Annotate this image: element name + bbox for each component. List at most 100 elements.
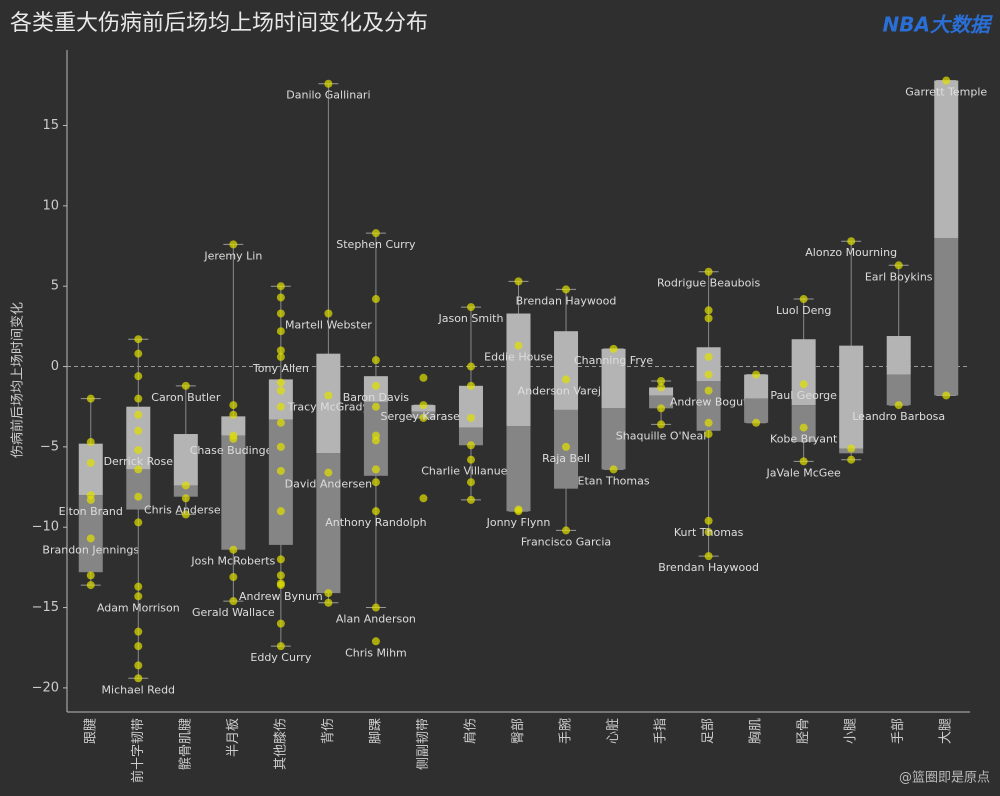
point [324, 468, 333, 477]
point [371, 229, 380, 238]
y-tick-label: 5 [51, 279, 59, 294]
point [134, 518, 143, 527]
box-lower [506, 425, 531, 512]
point [134, 661, 143, 670]
player-label: Chase Budinger [190, 444, 278, 457]
player-label: Elton Brand [59, 505, 123, 518]
x-tick-label: 手部 [891, 718, 906, 744]
player-label: Earl Boykins [865, 270, 933, 283]
point [276, 442, 285, 451]
player-label: Baron Davis [343, 391, 410, 404]
point [229, 401, 238, 410]
point [704, 314, 713, 323]
x-tick-label: 手指 [654, 718, 669, 744]
point [229, 597, 238, 606]
point [514, 507, 523, 516]
player-label: Kobe Bryant [770, 433, 838, 446]
point [229, 573, 238, 582]
player-label: Rodrigue Beaubois [657, 277, 760, 290]
player-label: Martell Webster [285, 319, 372, 332]
x-tick-label: 胸肌 [749, 718, 764, 744]
player-label: Etan Thomas [578, 474, 650, 487]
point [276, 581, 285, 590]
box-upper [221, 416, 246, 436]
x-tick-label: 半月板 [226, 718, 241, 757]
box-lower [316, 453, 341, 594]
point [181, 381, 190, 390]
point [847, 444, 856, 453]
point [704, 306, 713, 315]
box-upper [934, 80, 959, 238]
point [276, 352, 285, 361]
x-tick-label: 足部 [701, 718, 716, 744]
player-label: Brendan Haywood [516, 294, 617, 307]
box-lower [126, 469, 151, 510]
point [276, 378, 285, 387]
box-lower [886, 374, 911, 406]
point [371, 507, 380, 516]
player-label: Jeremy Lin [203, 249, 262, 262]
point [371, 381, 380, 390]
point [86, 571, 95, 580]
player-label: Charlie Villanueva [421, 465, 520, 478]
box-upper [601, 348, 626, 409]
player-label: David Andersen [285, 478, 373, 491]
point [657, 404, 666, 413]
player-label: Derrick Rose [104, 455, 174, 468]
box-upper [744, 374, 769, 399]
player-label: Adam Morrison [97, 601, 180, 614]
point [752, 370, 761, 379]
player-label: Tracy McGrady [287, 400, 370, 413]
point [134, 394, 143, 403]
box-upper [506, 313, 531, 426]
box-lower [221, 435, 246, 550]
y-axis-label: 伤病前后场均上场时间变化 [10, 302, 26, 458]
point [371, 478, 380, 487]
player-label: Eddy Curry [250, 651, 311, 664]
point [799, 457, 808, 466]
point [134, 349, 143, 358]
point [562, 285, 571, 294]
x-tick-label: 心脏 [606, 718, 621, 744]
x-tick-label: 髌骨肌腱 [177, 718, 193, 770]
player-label: Luol Deng [776, 304, 831, 317]
point [134, 426, 143, 435]
point [704, 352, 713, 361]
point [466, 413, 475, 422]
point [134, 446, 143, 455]
box-lower [458, 427, 483, 446]
point [704, 430, 713, 439]
y-tick-label: −10 [32, 520, 59, 535]
box-upper [316, 353, 341, 454]
point [276, 555, 285, 564]
x-tick-label: 跟腱 [83, 718, 98, 744]
player-label: Garrett Temple [905, 86, 987, 99]
y-tick-label: 15 [42, 118, 59, 133]
point [134, 642, 143, 651]
point [276, 642, 285, 651]
point [419, 494, 428, 503]
point [752, 418, 761, 427]
point [466, 362, 475, 371]
point [229, 240, 238, 249]
point [942, 391, 951, 400]
box-upper [791, 339, 816, 406]
box-lower [601, 408, 626, 470]
point [466, 495, 475, 504]
point [419, 401, 428, 410]
point [86, 495, 95, 504]
player-label: Eddie House [484, 351, 553, 364]
player-label: Leandro Barbosa [852, 410, 945, 423]
point [324, 391, 333, 400]
point [181, 481, 190, 490]
point [704, 552, 713, 561]
point [229, 434, 238, 443]
point [704, 528, 713, 537]
point [134, 674, 143, 683]
player-label: Alonzo Mourning [805, 246, 897, 259]
point [229, 545, 238, 554]
point [942, 76, 951, 85]
player-label: Michael Redd [102, 683, 176, 696]
point [562, 526, 571, 535]
